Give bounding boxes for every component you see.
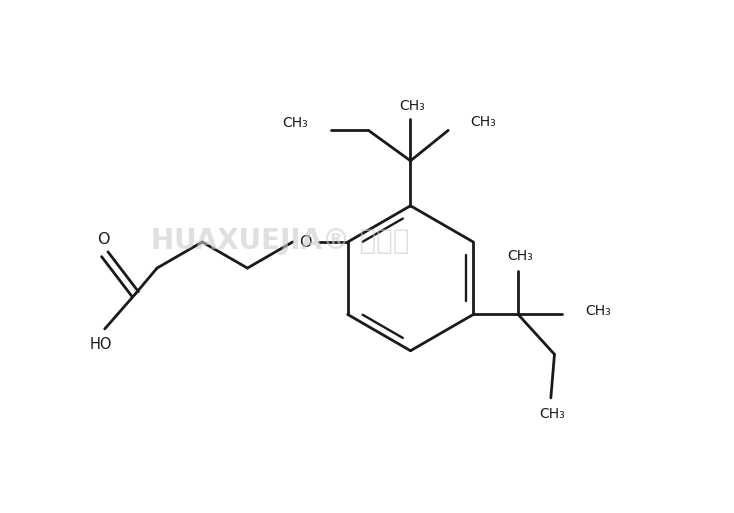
Text: HUAXUEJIA® 化学加: HUAXUEJIA® 化学加 [150,227,409,255]
Text: O: O [97,232,109,247]
Text: O: O [299,234,312,249]
Text: CH₃: CH₃ [585,304,611,318]
Text: CH₃: CH₃ [506,249,533,264]
Text: CH₃: CH₃ [399,98,425,113]
Text: CH₃: CH₃ [539,407,565,421]
Text: CH₃: CH₃ [470,115,495,129]
Text: CH₃: CH₃ [282,116,308,130]
Text: HO: HO [90,338,112,352]
